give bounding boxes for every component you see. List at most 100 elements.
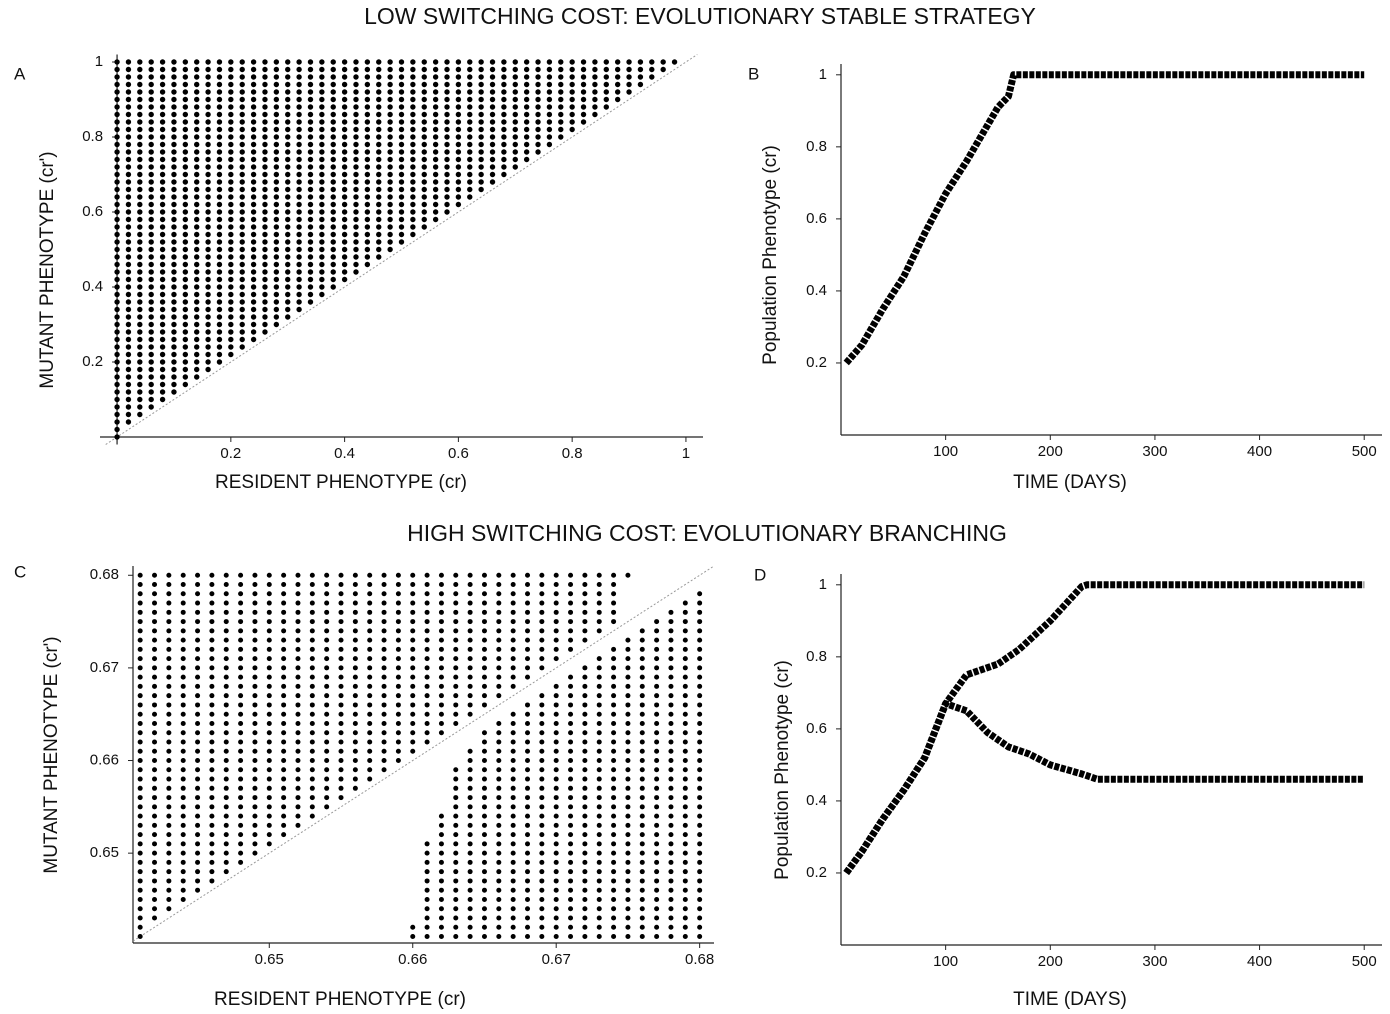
invasion-dot bbox=[307, 231, 314, 238]
invasion-dot bbox=[152, 637, 158, 643]
invasion-dot bbox=[611, 591, 617, 597]
invasion-dot bbox=[223, 665, 229, 671]
invasion-dot bbox=[330, 164, 336, 170]
invasion-dot bbox=[324, 600, 330, 606]
invasion-dot bbox=[195, 869, 201, 875]
invasion-dot bbox=[668, 795, 674, 801]
invasion-dot bbox=[381, 646, 387, 652]
invasion-dot bbox=[568, 915, 574, 921]
invasion-dot bbox=[410, 619, 416, 625]
invasion-dot bbox=[539, 739, 545, 745]
invasion-dot bbox=[596, 628, 602, 634]
invasion-dot bbox=[478, 74, 484, 80]
invasion-dot bbox=[285, 149, 291, 155]
invasion-dot bbox=[307, 126, 314, 133]
invasion-dot bbox=[137, 906, 143, 912]
invasion-dot bbox=[239, 89, 245, 95]
invasion-dot bbox=[262, 141, 268, 148]
invasion-dot bbox=[195, 683, 201, 689]
invasion-dot bbox=[654, 665, 660, 671]
invasion-dot bbox=[137, 600, 143, 606]
invasion-dot bbox=[194, 164, 200, 170]
invasion-dot bbox=[395, 730, 401, 736]
invasion-dot bbox=[137, 239, 143, 245]
invasion-dot bbox=[682, 628, 688, 634]
invasion-dot bbox=[166, 702, 172, 708]
y-tick-label: 0.6 bbox=[82, 203, 103, 220]
invasion-dot bbox=[194, 156, 200, 163]
invasion-dot bbox=[262, 74, 268, 80]
invasion-dot bbox=[114, 254, 120, 260]
invasion-dot bbox=[296, 306, 302, 313]
invasion-dot bbox=[223, 656, 229, 662]
invasion-dot bbox=[381, 711, 387, 717]
invasion-dot bbox=[307, 81, 314, 88]
invasion-dot bbox=[660, 66, 666, 73]
invasion-dot bbox=[152, 795, 158, 801]
invasion-dot bbox=[367, 637, 373, 643]
invasion-dot bbox=[501, 119, 507, 125]
invasion-dot bbox=[166, 637, 172, 643]
invasion-dot bbox=[180, 850, 186, 856]
invasion-dot bbox=[273, 306, 280, 313]
invasion-dot bbox=[125, 284, 132, 290]
invasion-dot bbox=[148, 366, 154, 373]
invasion-dot bbox=[395, 758, 401, 764]
invasion-dot bbox=[125, 216, 132, 223]
invasion-dot bbox=[194, 366, 200, 373]
invasion-dot bbox=[216, 194, 223, 200]
invasion-dot bbox=[398, 186, 405, 193]
invasion-dot bbox=[262, 149, 268, 155]
invasion-dot bbox=[330, 239, 336, 245]
invasion-dot bbox=[262, 164, 268, 170]
invasion-dot bbox=[309, 646, 315, 652]
heading: LOW SWITCHING COST: EVOLUTIONARY STABLE … bbox=[364, 3, 1036, 29]
invasion-dot bbox=[171, 134, 177, 140]
invasion-dot bbox=[171, 201, 177, 208]
invasion-dot bbox=[296, 81, 302, 88]
invasion-dot bbox=[194, 344, 200, 350]
invasion-dot bbox=[319, 89, 325, 95]
invasion-dot bbox=[510, 934, 516, 940]
invasion-dot bbox=[125, 126, 132, 133]
invasion-dot bbox=[273, 164, 280, 170]
invasion-dot bbox=[553, 804, 559, 810]
invasion-dot bbox=[523, 156, 530, 163]
invasion-dot bbox=[239, 134, 245, 140]
invasion-dot bbox=[697, 887, 703, 893]
x-tick-label: 500 bbox=[1352, 953, 1377, 970]
invasion-dot bbox=[525, 646, 531, 652]
invasion-dot bbox=[625, 758, 631, 764]
invasion-dot bbox=[582, 785, 588, 791]
invasion-dot bbox=[182, 306, 189, 313]
invasion-dot bbox=[137, 216, 143, 223]
invasion-dot bbox=[148, 374, 154, 380]
invasion-dot bbox=[114, 336, 120, 343]
invasion-dot bbox=[148, 134, 154, 140]
invasion-dot bbox=[285, 66, 291, 73]
invasion-dot bbox=[367, 609, 373, 615]
invasion-dot bbox=[281, 628, 287, 634]
invasion-dot bbox=[182, 224, 189, 230]
invasion-dot bbox=[352, 758, 358, 764]
invasion-dot bbox=[568, 693, 574, 699]
invasion-dot bbox=[539, 859, 545, 865]
invasion-dot bbox=[424, 720, 430, 726]
invasion-dot bbox=[558, 126, 564, 133]
invasion-dot bbox=[438, 600, 444, 606]
invasion-dot bbox=[510, 896, 516, 902]
invasion-dot bbox=[152, 850, 158, 856]
invasion-dot bbox=[596, 674, 602, 680]
invasion-dot bbox=[137, 89, 143, 95]
invasion-dot bbox=[611, 915, 617, 921]
invasion-dot bbox=[478, 171, 484, 178]
invasion-dot bbox=[250, 111, 257, 118]
invasion-dot bbox=[424, 841, 430, 847]
invasion-dot bbox=[510, 646, 516, 652]
invasion-dot bbox=[682, 850, 688, 856]
invasion-dot bbox=[611, 934, 617, 940]
invasion-dot bbox=[250, 81, 257, 88]
invasion-dot bbox=[410, 637, 416, 643]
invasion-dot bbox=[367, 572, 373, 578]
invasion-dot bbox=[295, 795, 301, 801]
